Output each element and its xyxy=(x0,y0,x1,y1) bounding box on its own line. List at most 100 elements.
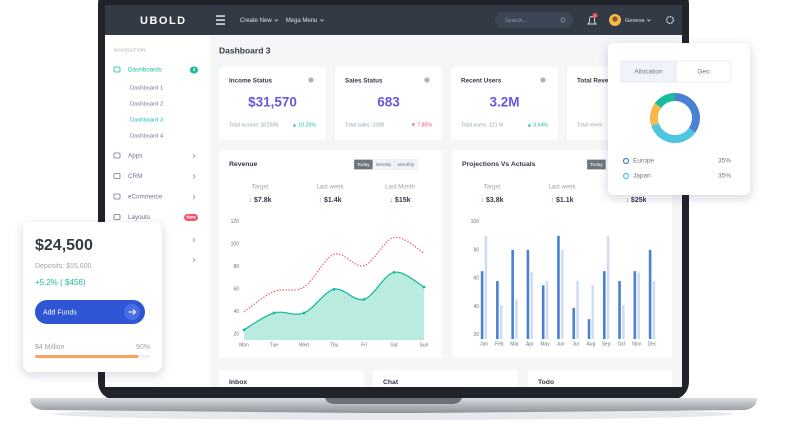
y-tick-label: 20 xyxy=(473,332,479,338)
menu-toggle-bar xyxy=(216,19,225,21)
info-icon xyxy=(540,77,546,83)
nav-chevron xyxy=(192,194,196,200)
nav-item[interactable]: CRM xyxy=(128,173,142,180)
nav-badge-text: 4 xyxy=(193,67,196,72)
trend-arrow: ↓ xyxy=(481,197,485,204)
nav-item[interactable]: Layouts xyxy=(128,214,150,221)
stat-change: ▲ 10.25% xyxy=(292,122,317,128)
nav-subitem[interactable]: Dashboard 2 xyxy=(130,102,163,108)
bell-icon[interactable] xyxy=(587,16,597,25)
tab[interactable]: Today xyxy=(586,159,607,170)
point xyxy=(272,311,276,315)
bar xyxy=(496,281,499,339)
bottom-card-title: Todo xyxy=(538,379,554,386)
stat-title: Recent Users xyxy=(461,78,502,85)
stat-amount: ↓ $25k xyxy=(625,197,646,204)
y-tick-label: 80 xyxy=(233,264,239,270)
x-tick-label: Fri xyxy=(361,342,367,348)
stat-footer: Total reven xyxy=(577,122,602,128)
card-title: Projections Vs Actuals xyxy=(462,161,536,168)
search-box[interactable] xyxy=(495,12,573,28)
stat-value: 3.2M xyxy=(489,95,519,110)
tab-label: Monthly xyxy=(397,162,414,168)
x-tick-label: Aug xyxy=(586,341,595,347)
button-arrow xyxy=(128,309,137,315)
nav-item[interactable]: eCommerce xyxy=(128,194,163,201)
tab-bg xyxy=(675,60,732,83)
x-tick-label: Nov xyxy=(632,341,641,347)
stat-value: $31,570 xyxy=(248,95,297,110)
nav-icon xyxy=(113,214,121,220)
donut-segment xyxy=(654,93,676,109)
menu-toggle-bar xyxy=(216,15,225,17)
tab-label: Weekly xyxy=(376,162,392,168)
y-tick-label: 20 xyxy=(233,332,239,338)
tab[interactable]: Geo xyxy=(675,60,732,83)
tab[interactable]: Today xyxy=(353,159,374,170)
bar xyxy=(530,272,534,339)
trend-arrow: ↓ xyxy=(249,197,253,204)
stat-card xyxy=(451,67,558,140)
point xyxy=(362,298,366,301)
nav-subitem[interactable]: Dashboard 1 xyxy=(130,86,163,92)
legend-value: 35% xyxy=(718,158,731,165)
stat-footer: Total users: 121 M xyxy=(461,122,503,128)
tab[interactable]: Monthly xyxy=(394,159,418,170)
legend-label: Europe xyxy=(633,158,654,165)
notification-dot xyxy=(592,13,598,18)
bar xyxy=(602,271,606,339)
chevron xyxy=(320,19,324,22)
trend-arrow: ↓ xyxy=(389,197,393,204)
line xyxy=(243,236,425,313)
x-tick-label: Apr xyxy=(526,341,534,347)
bar xyxy=(637,272,640,339)
bar xyxy=(633,271,637,339)
topbar-menu-item[interactable]: Mega Menu xyxy=(286,18,318,24)
user-name[interactable]: Geneva xyxy=(625,18,645,24)
add-funds-button[interactable]: Add Funds xyxy=(35,300,145,324)
nav-icon xyxy=(113,152,121,159)
bar xyxy=(618,281,621,339)
x-tick-label: Feb xyxy=(495,341,504,347)
nav-item[interactable]: Apps xyxy=(128,153,142,160)
menu-toggle[interactable] xyxy=(216,15,225,25)
y-tick-label: 100 xyxy=(231,242,240,248)
settings-icon[interactable] xyxy=(665,15,675,25)
page-title: Dashboard 3 xyxy=(219,45,271,55)
nav-subitem[interactable]: Dashboard 3 xyxy=(130,118,163,124)
x-tick-label: Mar xyxy=(510,341,519,347)
nav-chevron xyxy=(192,153,196,159)
trend-arrow: ↑ xyxy=(319,197,323,204)
button-bg xyxy=(35,300,145,324)
stat-label: Target xyxy=(252,185,269,191)
topbar-menu-item[interactable]: Create New xyxy=(240,18,272,24)
tab-bg xyxy=(586,159,607,170)
x-tick-label: Dec xyxy=(648,341,657,347)
y-tick-label: 40 xyxy=(233,309,239,315)
nav-subitem[interactable]: Dashboard 4 xyxy=(130,134,164,140)
y-tick-label: 80 xyxy=(473,247,479,253)
stat-amount: ↓ $3.8k xyxy=(481,197,504,204)
stat-label: Last week xyxy=(548,185,576,191)
bar xyxy=(480,271,484,339)
bottom-card-title: Chat xyxy=(383,379,399,386)
nav-icon xyxy=(113,173,121,179)
y-tick-label: 60 xyxy=(473,276,479,282)
bar xyxy=(484,235,488,339)
stat-title: Income Status xyxy=(229,78,273,85)
nav-item[interactable]: Dashboards xyxy=(128,67,162,74)
bar xyxy=(606,235,610,339)
x-tick-label: Sat xyxy=(390,342,398,348)
tab[interactable]: Allocation xyxy=(620,60,677,83)
tab[interactable]: Weekly xyxy=(372,159,395,170)
point xyxy=(422,285,426,289)
bottom-card xyxy=(373,370,518,387)
logo: UBOLD xyxy=(140,15,187,27)
y-tick-label: 120 xyxy=(231,219,240,225)
wallet-deposits: Deposits: $15,000 xyxy=(35,263,92,270)
nav-badge xyxy=(190,66,198,74)
point xyxy=(392,270,396,274)
x-tick-label: Oct xyxy=(618,341,626,347)
